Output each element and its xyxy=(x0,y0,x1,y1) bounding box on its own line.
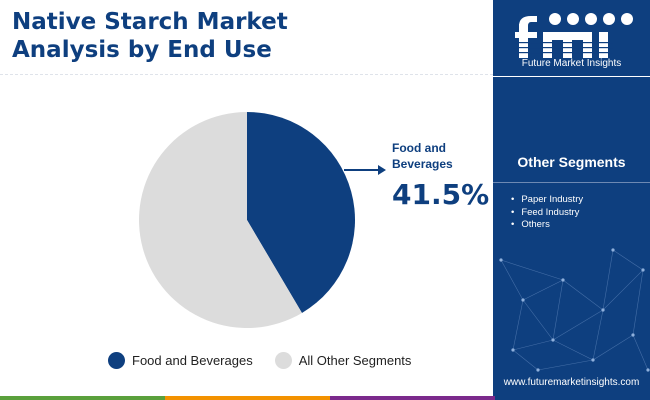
segment-item: Paper Industry xyxy=(511,194,583,207)
title-divider xyxy=(0,74,493,75)
legend-label-other-segments: All Other Segments xyxy=(298,353,412,368)
callout-value: 41.5% xyxy=(392,178,490,211)
legend-item-food-beverages: Food and Beverages xyxy=(108,352,253,369)
legend-label-food-beverages: Food and Beverages xyxy=(132,353,253,368)
website-url[interactable]: www.futuremarketinsights.com xyxy=(503,377,640,388)
legend-swatch-food-beverages xyxy=(108,352,125,369)
sidebar-divider-top xyxy=(493,76,650,77)
bottom-bar-segment xyxy=(165,396,330,400)
callout-arrow-head xyxy=(378,165,386,175)
logo-subtitle: Future Market Insights xyxy=(521,58,622,69)
segment-item: Feed Industry xyxy=(511,207,583,220)
sidebar: Future Market Insights Other Segments Pa… xyxy=(493,0,650,396)
pie-slice-all-other-segments xyxy=(139,112,302,328)
bottom-bar-segment xyxy=(0,396,165,400)
fmi-logo xyxy=(513,13,633,58)
other-segments-title: Other Segments xyxy=(517,154,626,170)
legend: Food and Beverages All Other Segments xyxy=(108,352,433,369)
title-line-1: Native Starch Market xyxy=(12,9,288,35)
other-segments-divider xyxy=(493,182,650,183)
callout-label: Food and Beverages xyxy=(392,141,453,171)
legend-swatch-other-segments xyxy=(274,352,292,369)
pie-slice-food-and-beverages xyxy=(247,112,356,313)
bottom-color-bar xyxy=(0,396,650,400)
page-title: Native Starch Market Analysis by End Use xyxy=(12,8,482,64)
network-decoration xyxy=(499,248,650,372)
legend-item-other-segments: All Other Segments xyxy=(274,352,412,369)
bottom-bar-segment xyxy=(495,396,650,400)
pie-chart xyxy=(139,112,386,328)
chart-panel: Native Starch Market Analysis by End Use… xyxy=(0,8,493,369)
callout: Food and Beverages 41.5% xyxy=(392,140,489,211)
title-line-2: Analysis by End Use xyxy=(12,37,272,63)
other-segments-list: Paper Industry Feed Industry Others xyxy=(511,194,583,232)
segment-item: Others xyxy=(511,219,583,232)
bottom-bar-segment xyxy=(330,396,495,400)
